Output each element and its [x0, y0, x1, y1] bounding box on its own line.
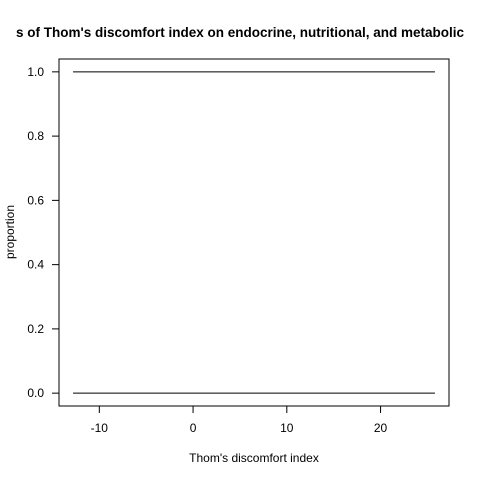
plot-area-frame: [58, 58, 450, 407]
x-tick-label: 10: [280, 421, 294, 435]
y-tick-label: 0.4: [27, 258, 44, 272]
y-tick-label: 0.2: [27, 322, 44, 336]
y-tick-label: 0.6: [27, 193, 44, 207]
series-layer: [73, 71, 435, 394]
y-axis: 0.0 0.2 0.4 0.6 0.8 1.0: [27, 65, 60, 400]
x-tick-label: -10: [91, 421, 109, 435]
x-tick-label: 0: [190, 421, 197, 435]
y-tick-label: 0.8: [27, 129, 44, 143]
chart-title: s of Thom's discomfort index on endocrin…: [16, 25, 464, 40]
y-tick-label: 1.0: [27, 65, 44, 79]
y-tick-label: 0.0: [27, 386, 44, 400]
x-tick-label: 20: [374, 421, 388, 435]
x-axis: -10 0 10 20: [91, 405, 388, 435]
x-axis-label: Thom's discomfort index: [189, 451, 319, 465]
y-axis-label: proportion: [3, 205, 17, 259]
